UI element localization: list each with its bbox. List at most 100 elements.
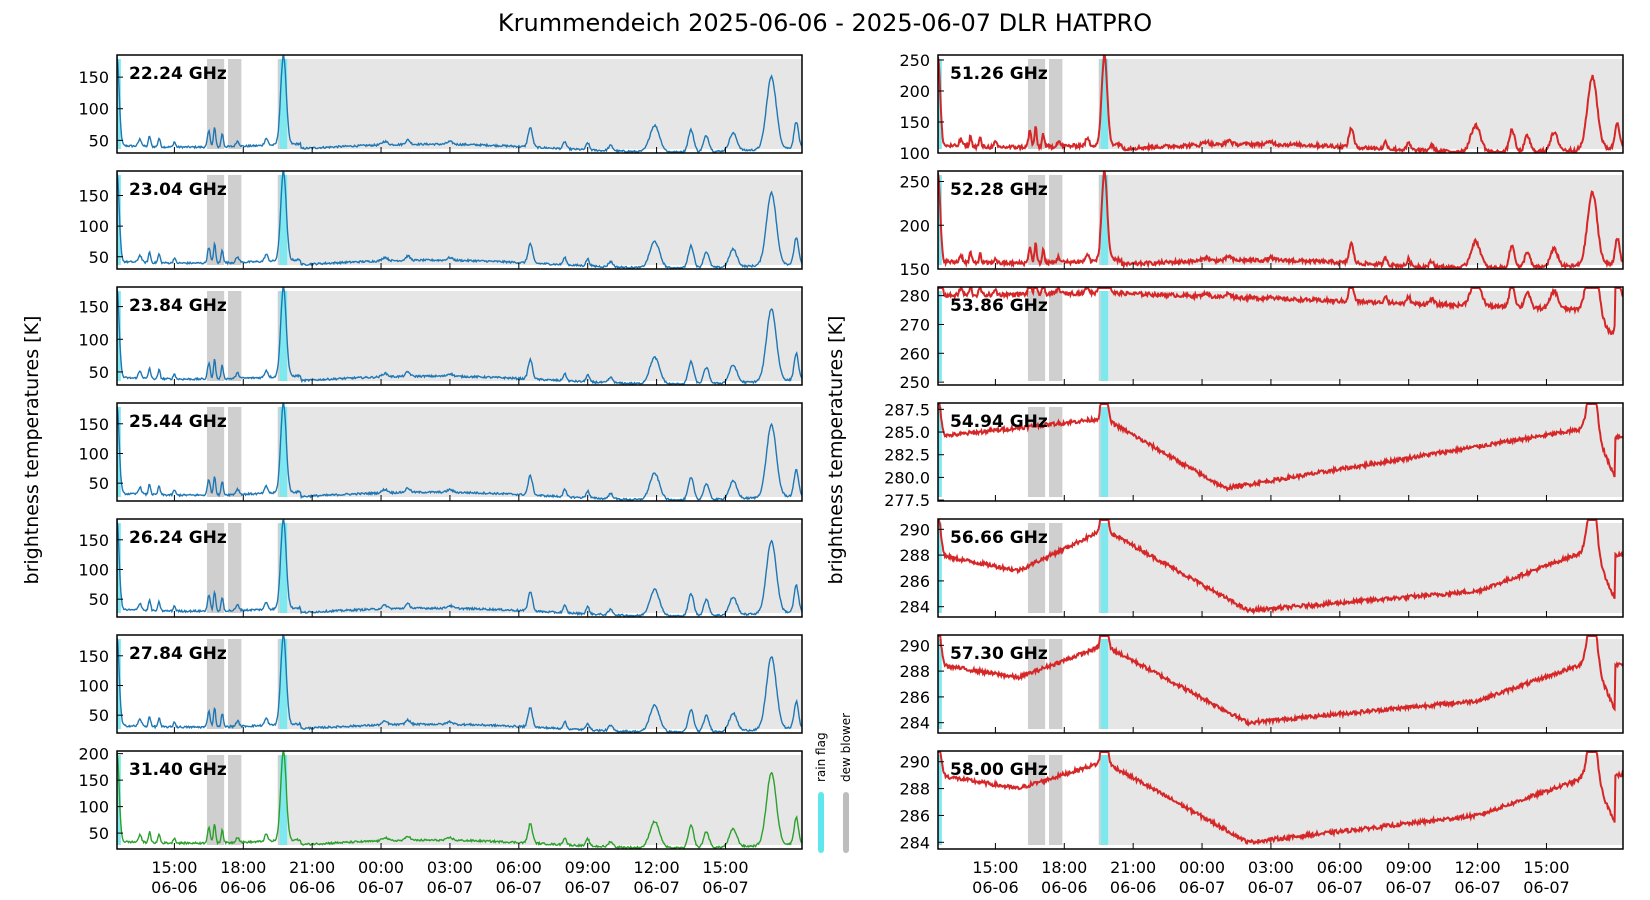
x-tick-date-label: 06-07 bbox=[496, 878, 543, 897]
panel-frame bbox=[937, 750, 1624, 850]
y-tick-label: 290 bbox=[899, 753, 930, 772]
dew-blower-band bbox=[206, 639, 225, 729]
y-tick-label: 288 bbox=[899, 662, 930, 681]
x-tick-date-label: 06-07 bbox=[702, 878, 749, 897]
x-tick-time-label: 03:00 bbox=[427, 858, 473, 877]
series-line bbox=[117, 751, 802, 849]
rain-flag-band bbox=[117, 59, 121, 149]
panel-5800ghz: 284 286 288 290 58.00 GHz bbox=[899, 750, 1624, 852]
dew-blower-band bbox=[206, 523, 225, 613]
y-axis-label-right: brightness temperatures [K] bbox=[825, 316, 847, 585]
dew-blower-band bbox=[1098, 639, 1101, 729]
x-tick-time-label: 21:00 bbox=[1110, 858, 1156, 877]
y-tick-label: 150 bbox=[78, 68, 109, 87]
y-tick-label: 284 bbox=[899, 598, 930, 617]
y-tick-label: 260 bbox=[899, 344, 930, 363]
panel-2304ghz: 50 100 150 23.04 GHz bbox=[78, 170, 803, 270]
panel-frame bbox=[116, 750, 803, 850]
dew-blower-band bbox=[277, 175, 280, 265]
channel-label: 56.66 GHz bbox=[950, 528, 1048, 548]
x-tick-time-label: 21:00 bbox=[289, 858, 335, 877]
x-tick-date-label: 06-06 bbox=[1041, 878, 1088, 897]
y-tick-label: 250 bbox=[899, 173, 930, 192]
flag-legend: rain flag dew blower bbox=[814, 713, 853, 853]
dew-blower-band bbox=[227, 291, 242, 381]
x-tick-date-label: 06-07 bbox=[358, 878, 405, 897]
y-tick-label: 150 bbox=[78, 647, 109, 666]
rain-flag-band bbox=[117, 523, 121, 613]
y-tick-label: 284 bbox=[899, 833, 930, 852]
channel-label: 53.86 GHz bbox=[950, 296, 1048, 316]
dew-blower-legend-label: dew blower bbox=[839, 713, 853, 782]
dew-blower-band bbox=[1048, 407, 1063, 497]
series-line bbox=[938, 751, 1623, 845]
y-tick-label: 150 bbox=[78, 531, 109, 550]
grey-background-band bbox=[1108, 59, 1623, 149]
channel-label: 51.26 GHz bbox=[950, 64, 1048, 84]
y-tick-label: 286 bbox=[899, 688, 930, 707]
y-tick-label: 100 bbox=[78, 330, 109, 349]
rain-flag-band bbox=[1100, 291, 1109, 381]
rain-flag-band bbox=[1100, 59, 1109, 149]
x-tick-date-label: 06-07 bbox=[1523, 878, 1570, 897]
figure-title: Krummendeich 2025-06-06 - 2025-06-07 DLR… bbox=[498, 9, 1152, 37]
y-tick-label: 250 bbox=[899, 373, 930, 392]
x-tick-date-label: 06-06 bbox=[972, 878, 1019, 897]
panel-2224ghz: 50 100 150 22.24 GHz bbox=[78, 54, 803, 154]
panel-frame bbox=[116, 402, 803, 502]
y-tick-label: 150 bbox=[78, 298, 109, 317]
panel-2624ghz: 50 100 150 26.24 GHz bbox=[78, 518, 803, 618]
y-tick-label: 100 bbox=[78, 100, 109, 119]
y-tick-label: 277.5 bbox=[884, 491, 930, 510]
dew-blower-band bbox=[227, 59, 242, 149]
dew-blower-band bbox=[1098, 175, 1101, 265]
y-tick-label: 280 bbox=[899, 287, 930, 306]
y-tick-label: 200 bbox=[899, 82, 930, 101]
dew-blower-band bbox=[227, 175, 242, 265]
grey-background-band bbox=[287, 291, 802, 381]
rain-flag-band bbox=[1100, 639, 1109, 729]
series-line bbox=[117, 635, 802, 733]
dew-blower-band bbox=[1048, 639, 1063, 729]
y-tick-label: 150 bbox=[78, 771, 109, 790]
panel-frame bbox=[116, 634, 803, 734]
series-line bbox=[938, 403, 1623, 493]
x-tick-date-label: 06-07 bbox=[427, 878, 474, 897]
panel-frame bbox=[937, 518, 1624, 618]
y-tick-label: 50 bbox=[89, 590, 109, 609]
x-tick-time-label: 12:00 bbox=[634, 858, 680, 877]
series-line bbox=[938, 55, 1623, 153]
dew-blower-band bbox=[277, 755, 280, 845]
x-tick-date-label: 06-07 bbox=[1454, 878, 1501, 897]
rain-flag-band bbox=[938, 755, 942, 845]
y-tick-label: 50 bbox=[89, 824, 109, 843]
x-tick-time-label: 15:00 bbox=[1523, 858, 1569, 877]
dew-blower-band bbox=[1048, 291, 1063, 381]
panel-frame bbox=[116, 54, 803, 154]
x-tick-time-label: 18:00 bbox=[1041, 858, 1087, 877]
dew-blower-band bbox=[1027, 175, 1046, 265]
channel-label: 23.84 GHz bbox=[129, 296, 227, 316]
y-tick-label: 287.5 bbox=[884, 400, 930, 419]
x-tick-time-label: 15:00 bbox=[702, 858, 748, 877]
panel-frame bbox=[937, 54, 1624, 154]
panel-5666ghz: 284 286 288 290 56.66 GHz bbox=[899, 518, 1624, 618]
grey-background-band bbox=[287, 175, 802, 265]
y-tick-label: 150 bbox=[899, 260, 930, 279]
y-tick-label: 50 bbox=[89, 363, 109, 382]
panel-frame bbox=[937, 170, 1624, 270]
panel-5386ghz: 250 260 270 280 53.86 GHz bbox=[899, 286, 1624, 392]
dew-blower-band bbox=[227, 755, 242, 845]
rain-flag-band bbox=[279, 523, 288, 613]
x-tick-time-label: 03:00 bbox=[1248, 858, 1294, 877]
dew-blower-band bbox=[1027, 407, 1046, 497]
x-tick-date-label: 06-07 bbox=[1179, 878, 1226, 897]
panel-frame bbox=[937, 286, 1624, 386]
grey-background-band bbox=[1108, 407, 1623, 497]
dew-blower-band bbox=[206, 291, 225, 381]
grey-background-band bbox=[1108, 639, 1623, 729]
panel-5730ghz: 284 286 288 290 57.30 GHz bbox=[899, 634, 1624, 734]
channel-label: 58.00 GHz bbox=[950, 760, 1048, 780]
dew-blower-band bbox=[277, 639, 280, 729]
